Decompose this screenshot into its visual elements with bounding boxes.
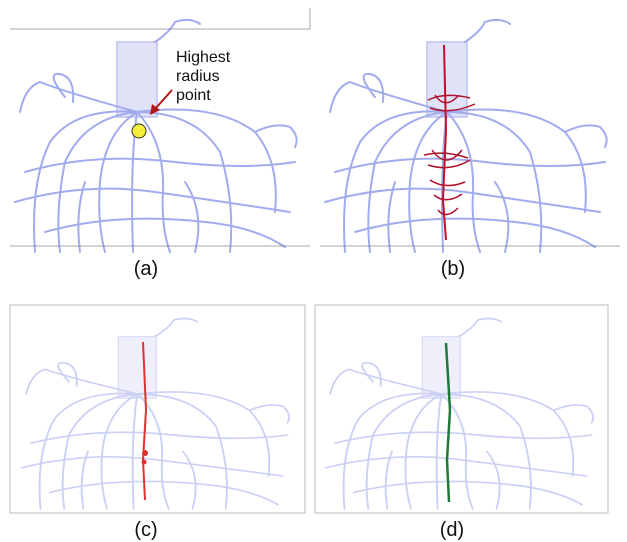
panel-c: (c)	[10, 305, 305, 541]
panel-d: (d)	[315, 305, 608, 541]
annotation-text: radius	[176, 68, 220, 85]
panel-b: (b)	[320, 20, 620, 280]
figure: Highest radius point (a) (b) (c) (d)	[0, 0, 627, 542]
annotation-text: Highest	[176, 49, 231, 66]
annotation-text: point	[176, 87, 211, 104]
panel-label: (d)	[440, 519, 464, 541]
panel-a: Highest radius point (a)	[10, 8, 310, 280]
panel-label: (a)	[134, 258, 158, 280]
panel-label: (b)	[441, 258, 465, 280]
panel-label: (c)	[134, 519, 157, 541]
